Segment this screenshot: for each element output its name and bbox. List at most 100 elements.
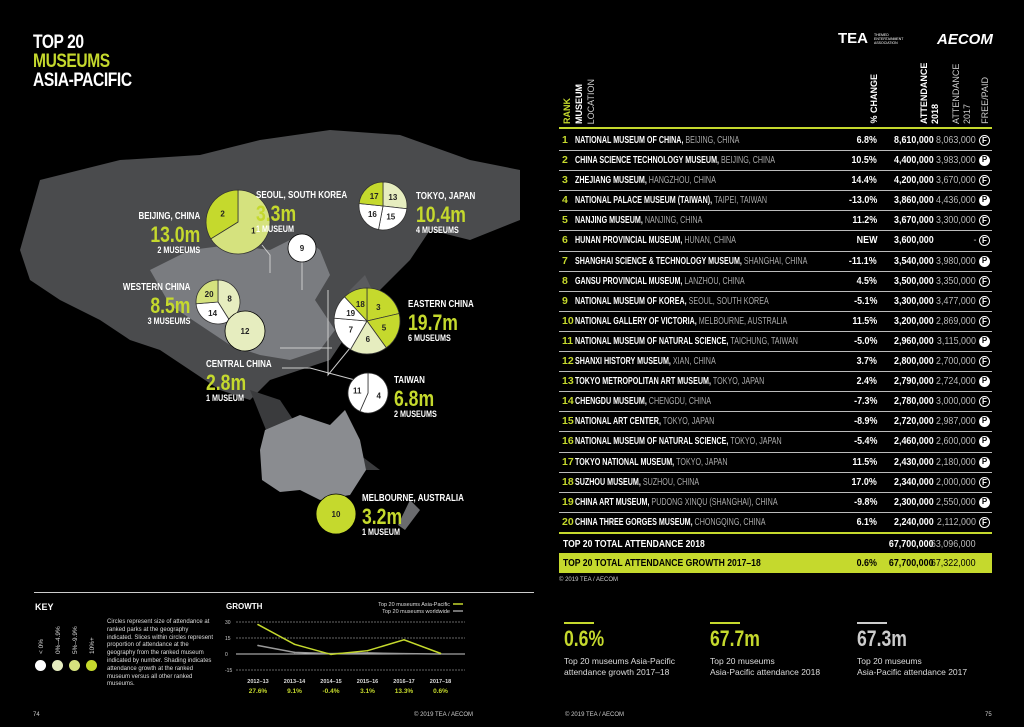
attendance-2018: 2,300,000: [894, 495, 934, 508]
category-value-label: 0.6%: [433, 688, 448, 695]
pie-slice-label: 16: [368, 210, 377, 219]
rank: 1: [562, 134, 568, 146]
footer-copyright-left: © 2019 TEA / AECOM: [414, 712, 474, 718]
pie-slice-label: 13: [388, 193, 397, 202]
attendance-2017: 8,063,000: [936, 134, 976, 146]
category-value-label: -0.4%: [323, 688, 340, 695]
header-attendance-2017: ATTENDANCE 2017: [951, 63, 972, 124]
pie-slice-label: 2: [220, 209, 225, 218]
museum-name-location: CHENGDU MUSEUM, CHENGDU, CHINA: [575, 395, 712, 408]
table-row: 9 NATIONAL MUSEUM OF KOREA, SEOUL, SOUTH …: [559, 292, 992, 312]
attendance-2018: 2,460,000: [894, 435, 934, 448]
pie-slice-label: 14: [208, 309, 217, 318]
region-label-eastern: EASTERN CHINA 19.7m 6 MUSEUMS: [408, 299, 474, 343]
museum-location: BEIJING, CHINA: [720, 154, 775, 167]
paid-icon: P: [979, 255, 990, 267]
key-label: 5%–9.9%: [72, 626, 79, 654]
paid-icon: P: [979, 456, 990, 468]
free-icon: F: [979, 275, 990, 287]
data-point: [257, 644, 259, 647]
table-row: 10 NATIONAL GALLERY OF VICTORIA, MELBOURN…: [559, 312, 992, 332]
attendance-2017: 3,000,000: [936, 395, 976, 408]
pie-slice-label: 1: [251, 227, 256, 236]
attendance-2017: 2,550,000: [936, 495, 976, 508]
region-attendance: 8.5m: [149, 292, 190, 318]
data-point: [330, 653, 332, 656]
y-tick-label: 0: [225, 652, 228, 658]
key-label: 0%–4.9%: [55, 626, 62, 654]
pie-beijing: 12: [205, 189, 271, 255]
museum-name: NANJING MUSEUM: [575, 214, 641, 227]
y-tick-label: 15: [225, 636, 231, 642]
free-icon: F: [979, 315, 990, 327]
rank: 18: [562, 475, 574, 488]
table-header: RANK MUSEUM LOCATION % CHANGE ATTENDANCE…: [559, 51, 992, 131]
museum-location: TOKYO, JAPAN: [676, 455, 728, 468]
title-line-3: ASIA-PACIFIC: [33, 70, 132, 91]
rank: 13: [562, 375, 574, 388]
pie-slice-label: 19: [346, 309, 355, 318]
museum-location: TAICHUNG, TAIWAN: [730, 334, 798, 347]
museum-location: HUNAN, CHINA: [684, 234, 736, 247]
attendance-2017: 3,350,000: [936, 274, 976, 287]
attendance-2017: 2,180,000: [936, 455, 976, 468]
percent-change: -13.0%: [848, 194, 877, 207]
growth-label: TOP 20 TOTAL ATTENDANCE GROWTH 2017–18: [563, 556, 761, 569]
museum-name: GANSU PROVINCIAL MUSEUM: [575, 274, 681, 287]
growth-change: 0.6%: [856, 556, 877, 569]
footer-copyright-right: © 2019 TEA / AECOM: [565, 712, 625, 718]
attendance-2018: 2,780,000: [894, 395, 934, 408]
stat-description-line: Top 20 museums: [857, 656, 922, 666]
region-label-taiwan: TAIWAN 6.8m 2 MUSEUMS: [394, 375, 437, 419]
percent-change: 3.7%: [856, 355, 877, 368]
museum-location: NANJING, CHINA: [644, 214, 703, 227]
attendance-2018: 2,720,000: [894, 415, 934, 428]
museum-name: HUNAN PROVINCIAL MUSEUM: [575, 234, 681, 247]
pie-slice: [315, 493, 357, 535]
data-point: [293, 643, 296, 646]
paid-icon: P: [979, 376, 990, 388]
attendance-2017: 2,700,000: [936, 355, 976, 368]
title-line-2: MUSEUMS: [33, 51, 110, 72]
rank: 5: [562, 214, 568, 227]
region-label-beijing: BEIJING, CHINA 13.0m 2 MUSEUMS: [138, 211, 200, 255]
pie-slice: [343, 287, 368, 323]
stat-block: 0.6% Top 20 museums Asia-Pacific attendanc…: [564, 622, 675, 678]
museum-name: CHENGDU MUSEUM: [575, 395, 645, 408]
pie-slice-label: 18: [356, 300, 365, 309]
percent-change: -9.8%: [853, 495, 877, 508]
region-museum-count: 2 MUSEUMS: [157, 244, 200, 255]
rank: 11: [562, 334, 574, 347]
table-row: 19 CHINA ART MUSEUM, PUDONG XINQU (SHANGH…: [559, 493, 992, 513]
museum-name: TOKYO NATIONAL MUSEUM: [575, 455, 673, 468]
museum-location: TOKYO, JAPAN: [662, 415, 715, 428]
key-description: Circles represent size of attendance at …: [107, 619, 214, 688]
attendance-2018: 3,670,000: [894, 214, 934, 227]
region-name: CENTRAL CHINA: [206, 359, 272, 370]
rank: 3: [562, 174, 568, 187]
pie-slice: [382, 181, 408, 210]
region-attendance: 3.3m: [256, 200, 297, 226]
tea-logo-text: TEA: [838, 30, 868, 47]
pie-slice-label: 6: [366, 335, 371, 344]
museum-name-location: NATIONAL MUSEUM OF CHINA, BEIJING, CHINA: [575, 134, 740, 146]
museum-name: NATIONAL MUSEUM OF NATURAL SCIENCE: [575, 334, 727, 347]
stat-block: 67.3m Top 20 museums Asia-Pacific attendan…: [857, 622, 967, 678]
museum-name: NATIONAL MUSEUM OF NATURAL SCIENCE: [575, 435, 727, 448]
y-tick-label: -15: [225, 668, 232, 674]
region-museum-count: 1 MUSEUM: [206, 392, 245, 403]
chart-title: GROWTH: [226, 602, 263, 611]
rank: 9: [562, 294, 568, 307]
museum-name-location: SUZHOU MUSEUM, SUZHOU, CHINA: [575, 475, 700, 488]
pie-seoul: 9: [287, 233, 317, 263]
stat-description: Top 20 museums Asia-Pacific attendance 20…: [710, 656, 820, 678]
museum-location: TAIPEI, TAIWAN: [714, 194, 768, 207]
stat-description: Top 20 museums Asia-Pacific attendance 20…: [857, 656, 967, 678]
museum-name: NATIONAL ART CENTER: [575, 415, 659, 428]
table-copyright: © 2019 TEA / AECOM: [559, 576, 619, 583]
museum-name-location: NATIONAL PALACE MUSEUM (TAIWAN), TAIPEI,…: [575, 194, 768, 207]
museum-name-location: NATIONAL MUSEUM OF NATURAL SCIENCE, TAIC…: [575, 334, 798, 347]
museum-name-location: TOKYO METROPOLITAN ART MUSEUM, TOKYO, JA…: [575, 375, 765, 388]
